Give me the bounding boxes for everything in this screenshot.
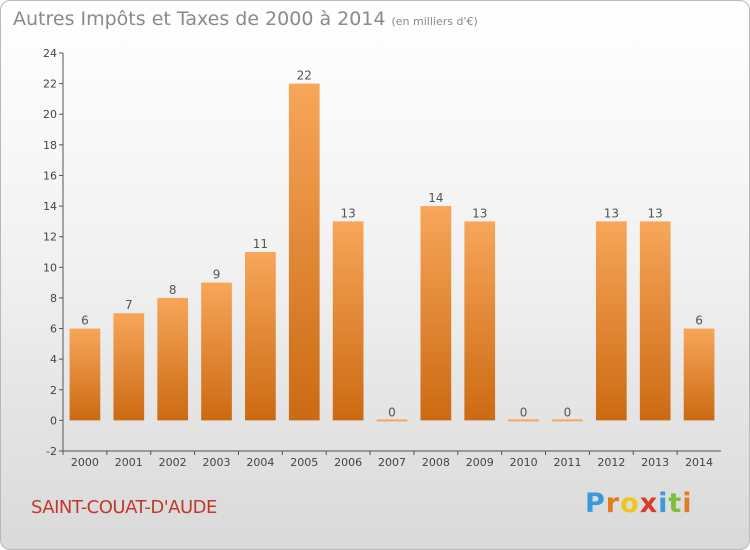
y-tick-label: 4 [50,353,57,366]
x-tick-label: 2004 [246,456,274,469]
x-tick-label: 2014 [685,456,713,469]
data-labels: 6 7 8 9 11 22 13 0 14 13 0 0 13 13 6 [81,69,703,420]
bars [69,83,715,422]
bar [113,313,145,421]
y-tick-label: 16 [43,169,57,182]
y-tick-label: 18 [43,139,57,152]
data-label: 14 [428,191,443,205]
bar [157,297,189,421]
bar [245,252,276,421]
data-label: 8 [169,283,177,297]
y-tick-label: 6 [50,323,57,336]
logo-letter: x [639,488,659,519]
unit-note: (en milliers d'€) [391,15,478,28]
x-tick-label: 2005 [290,456,318,469]
data-label: 13 [604,206,619,220]
y-tick-label: 8 [50,292,57,305]
data-label: 9 [213,268,221,282]
data-label: 11 [253,237,268,251]
logo-letter: i [658,488,669,519]
logo-letter: P [585,488,606,519]
x-tick-label: 2001 [115,456,143,469]
data-label: 13 [340,206,355,220]
bar [595,221,627,421]
data-label: 0 [564,405,572,419]
logo-letter: t [668,488,683,519]
bar [683,328,715,421]
x-tick-label: 2011 [553,456,581,469]
logo-letter: o [620,488,640,519]
data-label: 7 [125,298,133,312]
data-label: 22 [297,69,312,83]
title-text: Autres Impôts et Taxes de 2000 à 2014 [13,8,386,30]
x-tick-label: 2010 [510,456,538,469]
data-label: 0 [388,405,396,419]
bar [639,221,671,421]
data-label: 6 [695,314,703,328]
bar [201,282,232,421]
chart-title: Autres Impôts et Taxes de 2000 à 2014 (en… [13,8,478,30]
y-tick-label: 2 [50,384,57,397]
x-tick-label: 2007 [378,456,406,469]
data-label: 13 [648,206,663,220]
bar [288,83,320,421]
logo-letter: i [682,488,693,519]
proxiti-logo[interactable]: Proxiti [585,488,693,519]
x-tick-label: 2013 [641,456,669,469]
place-name: SAINT-COUAT-D'AUDE [31,497,217,518]
bar [69,328,101,421]
y-tick-label: 22 [43,78,57,91]
data-label: 6 [81,314,89,328]
data-label: 13 [472,206,487,220]
y-tick-label: 20 [43,108,57,121]
y-tick-label: 24 [43,47,57,60]
x-tick-label: 2000 [71,456,99,469]
x-tick-label: 2002 [159,456,187,469]
y-tick-label: -2 [46,445,57,458]
y-tick-label: 12 [43,231,57,244]
bar [332,221,364,421]
y-tick-label: 0 [50,414,57,427]
x-tick-label: 2006 [334,456,362,469]
bar [464,221,496,421]
x-tick-label: 2008 [422,456,450,469]
data-label: 0 [520,405,528,419]
x-tick-label: 2012 [597,456,625,469]
y-tick-label: 14 [43,200,57,213]
x-tick-label: 2003 [203,456,231,469]
x-tick-label: 2009 [466,456,494,469]
y-tick-label: 10 [43,261,57,274]
logo-letter: r [605,488,621,519]
bar [420,206,452,421]
